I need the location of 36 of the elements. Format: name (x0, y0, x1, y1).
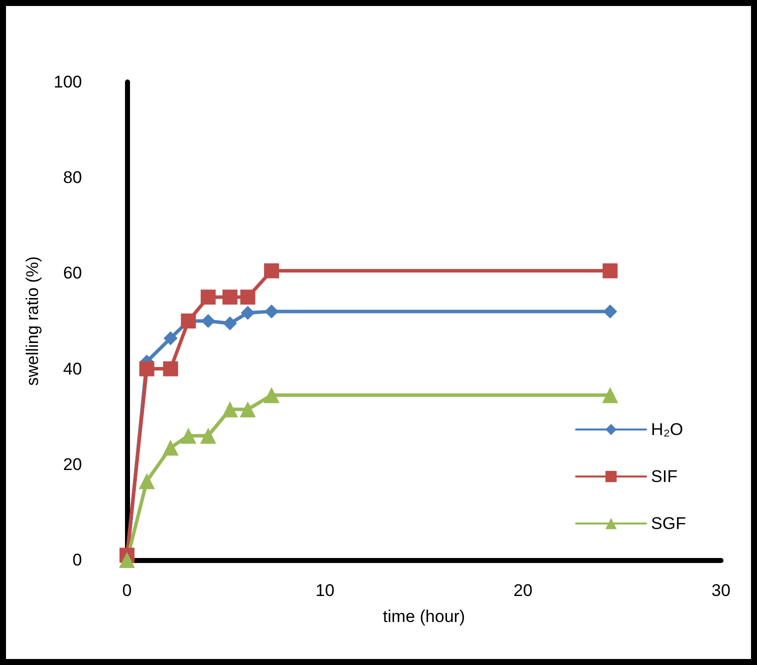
y-tick-label: 80 (63, 168, 82, 188)
y-tick-label: 0 (72, 550, 82, 570)
point (264, 387, 280, 404)
x-tick-label: 10 (316, 581, 334, 600)
x-tick-label: 20 (514, 581, 532, 600)
point (162, 440, 179, 456)
legend-label: SIF (651, 467, 678, 486)
y-axis-title: swelling ratio (%) (23, 256, 42, 386)
point (240, 290, 256, 305)
point (602, 387, 618, 404)
y-tick-label: 60 (63, 264, 82, 283)
point (222, 401, 238, 418)
point (139, 361, 154, 376)
point (240, 401, 256, 418)
point (264, 263, 280, 278)
legend-label: H₂O (651, 420, 684, 439)
legend-label: SGF (651, 514, 686, 533)
point (222, 316, 237, 330)
y-tick-label: 100 (54, 72, 82, 92)
point (201, 314, 216, 328)
point (164, 331, 178, 346)
point (240, 306, 255, 320)
point (200, 428, 216, 444)
y-tick-label: 20 (63, 454, 82, 474)
point (200, 290, 216, 305)
x-tick-label: 30 (712, 581, 730, 600)
y-tick-label: 40 (63, 359, 82, 378)
x-axis-title: time (hour) (382, 607, 466, 626)
point (264, 304, 279, 318)
point (222, 290, 238, 305)
point (602, 263, 618, 278)
point (138, 473, 155, 490)
point (163, 361, 178, 376)
point (180, 428, 196, 444)
point (603, 304, 618, 318)
x-tick-label: 0 (122, 581, 132, 600)
